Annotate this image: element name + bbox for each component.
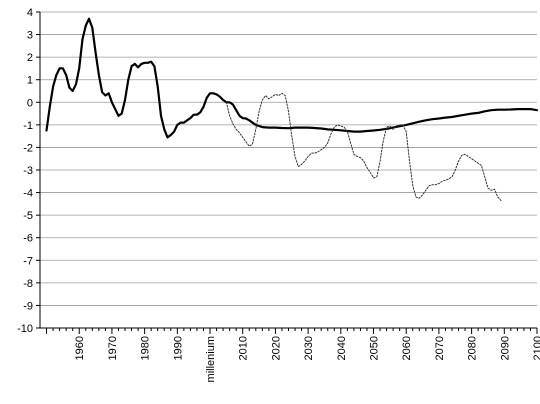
x-tick-label: 2050 bbox=[369, 336, 381, 360]
y-tick-label: -7 bbox=[23, 255, 33, 267]
y-tick-label: -3 bbox=[23, 165, 33, 177]
y-tick-label: -9 bbox=[23, 300, 33, 312]
x-tick-label: 2070 bbox=[434, 336, 446, 360]
y-axis-ticks: 4 3 2 1 0 -1 -2 -3 -4 -5 -6 -7 -8 -9 -10 bbox=[17, 7, 40, 335]
y-tick-label: -6 bbox=[23, 233, 33, 245]
x-tick-label: 1990 bbox=[172, 336, 184, 360]
y-tick-label: 3 bbox=[27, 30, 33, 42]
x-axis-ticks: 1960 1970 1980 1990 millenium 2010 2020 2030 204… bbox=[46, 328, 540, 382]
y-tick-label: -4 bbox=[23, 188, 33, 200]
x-tick-label: millenium bbox=[205, 336, 217, 382]
series-line-1 bbox=[45, 17, 539, 139]
x-tick-label: 2080 bbox=[467, 336, 479, 360]
gridlines bbox=[40, 11, 537, 329]
x-tick-label: 2040 bbox=[336, 336, 348, 360]
y-tick-label: 1 bbox=[27, 75, 33, 87]
series-line-2 bbox=[225, 92, 502, 201]
y-tick-label: 4 bbox=[27, 7, 33, 19]
chart-series bbox=[45, 17, 539, 201]
y-tick-label: -5 bbox=[23, 210, 33, 222]
y-tick-label: -1 bbox=[23, 120, 33, 132]
y-tick-label: -8 bbox=[23, 278, 33, 290]
x-tick-label: 2020 bbox=[270, 336, 282, 360]
y-tick-label: -2 bbox=[23, 142, 33, 154]
x-tick-label: 1960 bbox=[74, 336, 86, 360]
x-tick-label: 2090 bbox=[499, 336, 511, 360]
x-tick-label: 1970 bbox=[107, 336, 119, 360]
x-tick-label: 2030 bbox=[303, 336, 315, 360]
y-tick-label: -10 bbox=[17, 323, 33, 335]
x-tick-label: 2100 bbox=[532, 336, 540, 360]
x-tick-label: 2010 bbox=[238, 336, 250, 360]
y-tick-label: 2 bbox=[27, 52, 33, 64]
x-tick-label: 2060 bbox=[401, 336, 413, 360]
y-tick-label: 0 bbox=[27, 97, 33, 109]
x-tick-label: 1980 bbox=[140, 336, 152, 360]
